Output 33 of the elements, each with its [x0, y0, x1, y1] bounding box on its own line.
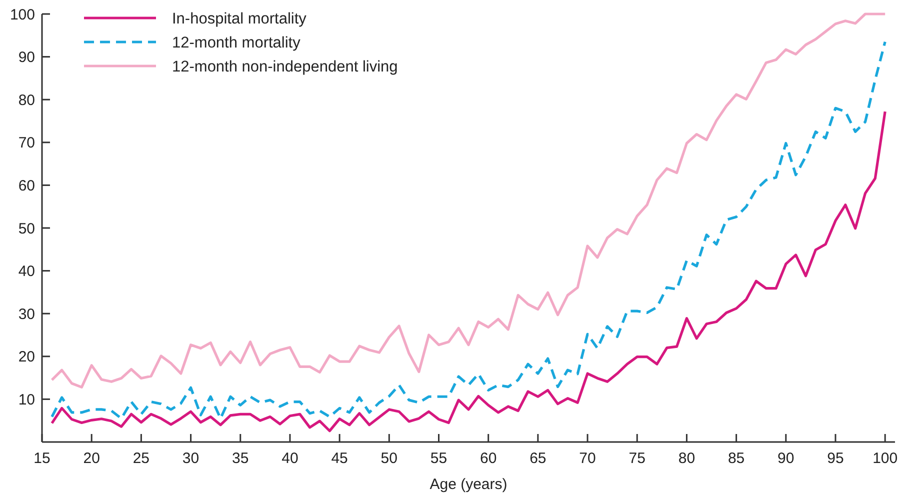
y-tick-label: 30: [18, 306, 35, 323]
x-tick-label: 35: [232, 450, 249, 467]
x-tick-label: 90: [778, 450, 794, 467]
x-tick-label: 70: [579, 450, 596, 467]
x-tick-label: 65: [530, 450, 546, 467]
y-tick-label: 90: [18, 49, 35, 66]
x-tick-label: 80: [678, 450, 696, 467]
y-tick-label: 60: [18, 177, 35, 194]
x-tick-label: 75: [628, 450, 646, 467]
x-tick-label: 20: [83, 450, 100, 467]
x-tick-label: 55: [430, 450, 448, 467]
y-tick-label: 100: [10, 6, 35, 24]
x-tick-label: 30: [182, 450, 200, 467]
x-tick-label: 100: [872, 450, 898, 467]
x-tick-label: 85: [728, 450, 745, 467]
y-tick-label: 10: [18, 391, 35, 408]
y-tick-label: 70: [18, 134, 35, 152]
line-series: [50, 110, 886, 432]
x-tick-label: 15: [34, 450, 50, 467]
x-tick-label: 25: [132, 450, 150, 467]
x-tick-label: 40: [282, 450, 298, 467]
x-tick-label: 50: [380, 450, 398, 467]
y-tick-label: 20: [18, 348, 35, 366]
x-tick-label: 95: [827, 450, 844, 467]
x-tick-label: 45: [331, 450, 348, 467]
x-axis-title: Age (years): [430, 476, 508, 493]
legend-label: 12-month non-independent living: [172, 58, 398, 76]
y-tick-label: 40: [18, 263, 35, 280]
legend-label: In-hospital mortality: [172, 10, 307, 28]
x-tick-label: 60: [480, 450, 497, 467]
y-tick-label: 80: [18, 92, 35, 109]
y-tick-label: 50: [18, 220, 35, 238]
legend-label: 12-month mortality: [172, 34, 301, 52]
